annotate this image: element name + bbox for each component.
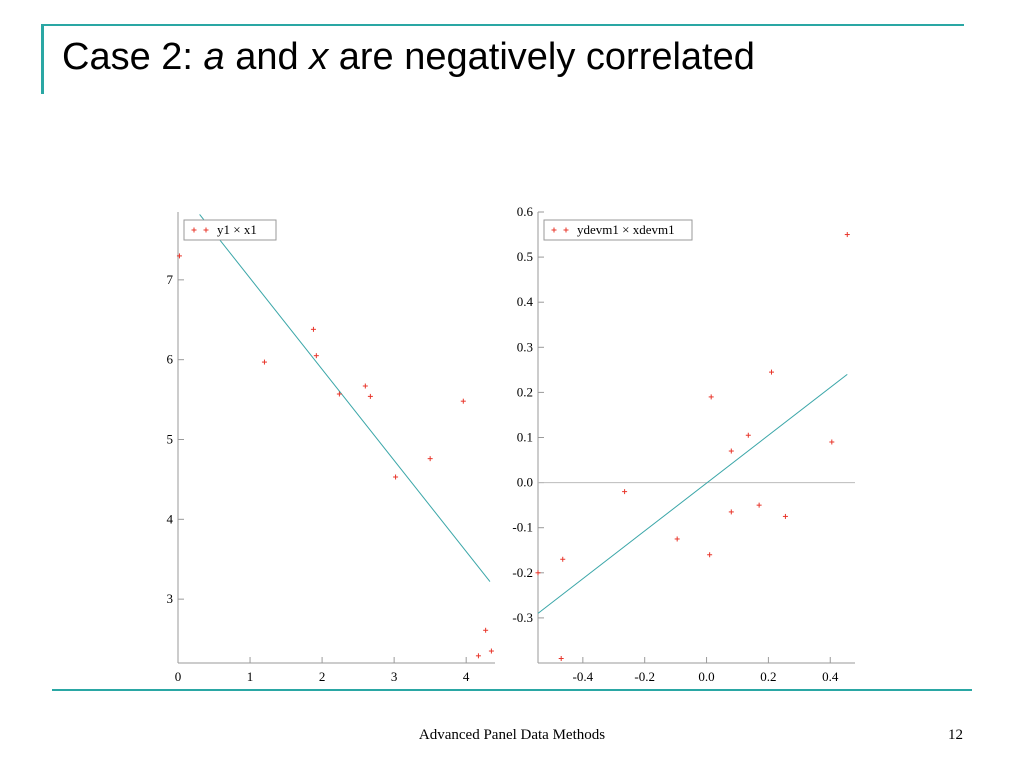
y-tick-label: 3 <box>167 591 174 606</box>
title-and: and <box>224 36 310 78</box>
title-accent-bar <box>41 24 44 94</box>
legend-marker <box>551 227 557 233</box>
data-point <box>728 448 734 454</box>
footer-text: Advanced Panel Data Methods <box>418 727 606 743</box>
legend-marker <box>191 227 197 233</box>
fit-line <box>537 373 848 614</box>
data-point <box>756 502 762 508</box>
y-tick-label: 0.6 <box>517 204 534 219</box>
y-tick-label: 0.4 <box>517 294 534 309</box>
slide-title: Case 2: a and x are negatively correlate… <box>62 36 755 79</box>
y-tick-label: 7 <box>167 272 174 287</box>
x-tick-label: -0.2 <box>634 669 655 684</box>
legend: ydevm1 × xdevm1 <box>543 219 693 241</box>
chart-2: -0.3 -0.2 -0.1 0.0 0.1 0.2 0.3 0.4 0.5 0.6 -0.4 -0.… <box>512 204 855 684</box>
data-point <box>367 393 373 399</box>
data-point <box>728 509 734 515</box>
y-tick-label: -0.1 <box>512 520 533 535</box>
data-point <box>336 391 342 397</box>
data-point <box>310 326 316 332</box>
top-accent-line <box>41 24 964 26</box>
y-tick-label: 4 <box>167 511 174 526</box>
y-tick-label: 6 <box>167 352 174 367</box>
data-point <box>782 513 788 519</box>
data-point <box>475 653 481 659</box>
data-point <box>393 474 399 480</box>
x-tick-label: 1 <box>247 669 254 684</box>
data-point <box>745 432 751 438</box>
data-point <box>362 383 368 389</box>
title-prefix: Case 2: <box>62 36 204 78</box>
data-point <box>560 556 566 562</box>
y-tick-label: 0.2 <box>517 384 533 399</box>
data-point <box>176 253 182 259</box>
data-point <box>768 369 774 375</box>
data-point <box>535 570 541 576</box>
y-tick-label: 5 <box>167 431 174 446</box>
data-point <box>844 232 850 238</box>
y-tick-label: -0.3 <box>512 610 533 625</box>
legend: y1 × x1 <box>183 219 277 241</box>
y-tick-label: 0.5 <box>517 249 533 264</box>
x-tick-label: 0 <box>175 669 182 684</box>
data-point <box>707 552 713 558</box>
legend-label: y1 × x1 <box>217 222 257 237</box>
data-point <box>483 627 489 633</box>
legend-box <box>543 219 693 241</box>
x-tick-label: 0.0 <box>698 669 714 684</box>
x-tick-label: -0.4 <box>573 669 594 684</box>
x-tick-label: 0.4 <box>822 669 839 684</box>
y-tick-label: 0.0 <box>517 475 533 490</box>
y-tick-label: -0.2 <box>512 565 533 580</box>
title-var-a: a <box>203 36 225 78</box>
data-point <box>708 394 714 400</box>
chart-1: 3 4 5 6 7 0 1 2 3 4 y1 × x1 <box>167 212 495 684</box>
x-tick-label: 3 <box>391 669 398 684</box>
data-point <box>261 359 267 365</box>
bottom-accent-line <box>52 689 972 691</box>
legend-label: ydevm1 × xdevm1 <box>577 222 675 237</box>
data-point <box>829 439 835 445</box>
y-tick-label: 0.1 <box>517 430 533 445</box>
x-tick-label: 0.2 <box>760 669 776 684</box>
title-var-x: x <box>309 36 329 78</box>
data-point <box>460 398 466 404</box>
legend-marker <box>203 227 209 233</box>
y-tick-label: 0.3 <box>517 339 533 354</box>
data-point <box>558 655 564 661</box>
data-point <box>622 489 628 495</box>
data-point <box>427 456 433 462</box>
x-tick-label: 2 <box>319 669 326 684</box>
title-suffix: are negatively correlated <box>328 36 755 78</box>
fit-line <box>199 214 491 582</box>
page-number: 12 <box>948 727 963 743</box>
legend-box <box>183 219 277 241</box>
data-point <box>674 536 680 542</box>
data-point <box>313 353 319 359</box>
data-point <box>488 648 494 654</box>
legend-marker <box>563 227 569 233</box>
x-tick-label: 4 <box>463 669 470 684</box>
